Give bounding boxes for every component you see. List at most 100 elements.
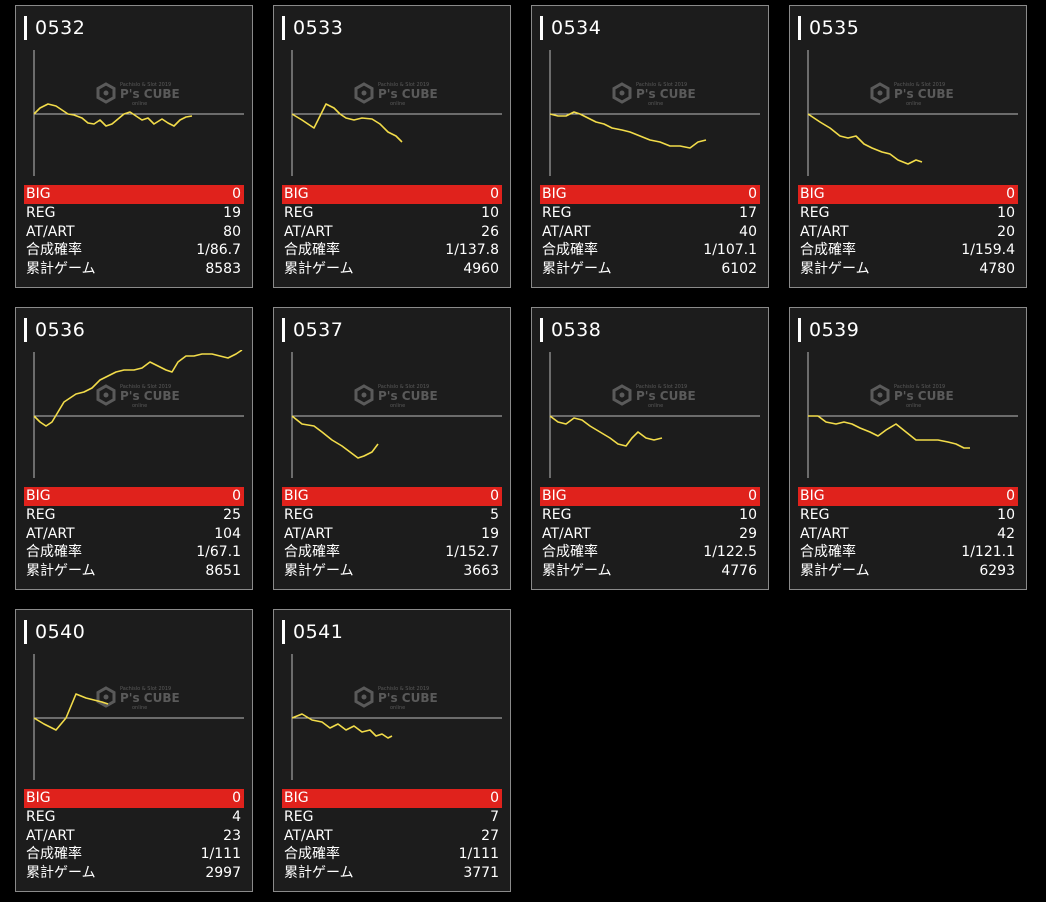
stat-label-reg: REG [284,507,314,523]
stat-label-big: BIG [26,488,51,504]
watermark-bottom: online [132,101,147,107]
stat-value-probability: 1/137.8 [445,242,499,258]
watermark-top: Pachislo & Slot 2019 [636,82,687,88]
stat-row-probability: 合成確率 1/67.1 [24,543,244,562]
cube-icon-core [361,694,367,700]
machine-title: 0537 [282,316,343,344]
machine-card[interactable]: 0532 Pachislo & Slot 2019 P's CUBE online BI… [15,5,253,288]
stat-row-big: BIG 0 [540,185,760,204]
stat-row-reg: REG 10 [282,204,502,223]
machine-number: 0536 [35,319,86,341]
machine-card[interactable]: 0538 Pachislo & Slot 2019 P's CUBE online BI… [531,307,769,590]
stat-value-at-art: 20 [997,223,1015,240]
slump-line [808,415,970,449]
stat-row-big: BIG 0 [24,487,244,506]
stat-label-total-games: 累計ゲーム [542,562,612,579]
stat-value-big: 0 [748,488,757,504]
machine-number: 0535 [809,17,860,39]
stats-table: BIG 0 REG 10 AT/ART 42 合成確率 1/121.1 累計ゲーム 6293 [798,487,1018,580]
machine-card[interactable]: 0541 Pachislo & Slot 2019 P's CUBE online BI… [273,609,511,892]
machine-title: 0533 [282,14,343,42]
watermark-top: Pachislo & Slot 2019 [894,384,945,390]
stat-value-probability: 1/122.5 [703,544,757,560]
stat-label-big: BIG [284,790,309,806]
title-marker [798,16,801,40]
machine-number: 0537 [293,319,344,341]
stat-label-total-games: 累計ゲーム [542,260,612,277]
cube-icon-core [103,694,109,700]
cube-icon-core [103,392,109,398]
watermark-bottom: online [906,403,921,409]
stat-value-big: 0 [232,790,241,806]
watermark-main: P's CUBE [120,87,180,101]
machine-title: 0540 [24,618,85,646]
stat-value-reg: 10 [997,205,1015,221]
slump-line [549,415,663,447]
machine-card[interactable]: 0533 Pachislo & Slot 2019 P's CUBE online BI… [273,5,511,288]
stat-row-total-games: 累計ゲーム 4776 [540,562,760,581]
stat-label-probability: 合成確率 [800,242,856,258]
machine-number: 0532 [35,17,86,39]
cube-icon [612,82,632,104]
stat-label-at-art: AT/ART [800,223,849,240]
machine-card[interactable]: 0539 Pachislo & Slot 2019 P's CUBE online BI… [789,307,1027,590]
stat-value-total-games: 3771 [463,864,499,881]
stat-value-at-art: 80 [223,223,241,240]
watermark-top: Pachislo & Slot 2019 [120,384,171,390]
stat-row-reg: REG 10 [540,506,760,525]
stat-label-big: BIG [26,790,51,806]
stat-row-big: BIG 0 [282,487,502,506]
stat-value-big: 0 [232,488,241,504]
stat-label-total-games: 累計ゲーム [26,864,96,881]
stat-value-at-art: 26 [481,223,499,240]
stat-value-at-art: 104 [214,525,241,542]
machine-card[interactable]: 0540 Pachislo & Slot 2019 P's CUBE online BI… [15,609,253,892]
stat-value-total-games: 2997 [205,864,241,881]
machine-card[interactable]: 0534 Pachislo & Slot 2019 P's CUBE online BI… [531,5,769,288]
stat-row-total-games: 累計ゲーム 4780 [798,260,1018,279]
stat-value-total-games: 4960 [463,260,499,277]
stat-label-probability: 合成確率 [26,242,82,258]
stat-label-reg: REG [542,507,572,523]
stat-value-at-art: 19 [481,525,499,542]
stat-row-big: BIG 0 [540,487,760,506]
slump-line [33,693,109,731]
machine-card[interactable]: 0535 Pachislo & Slot 2019 P's CUBE online BI… [789,5,1027,288]
watermark-bottom: online [132,705,147,711]
stats-table: BIG 0 REG 7 AT/ART 27 合成確率 1/111 累計ゲーム 3771 [282,789,502,882]
stat-label-total-games: 累計ゲーム [800,260,870,277]
stat-value-at-art: 27 [481,827,499,844]
watermark-top: Pachislo & Slot 2019 [120,686,171,692]
machine-card[interactable]: 0537 Pachislo & Slot 2019 P's CUBE online BI… [273,307,511,590]
machine-number: 0540 [35,621,86,643]
watermark-bottom: online [648,403,663,409]
stat-label-at-art: AT/ART [284,223,333,240]
stat-value-big: 0 [490,790,499,806]
stat-label-total-games: 累計ゲーム [284,260,354,277]
machine-number: 0539 [809,319,860,341]
cube-icon [354,384,374,406]
stats-table: BIG 0 REG 4 AT/ART 23 合成確率 1/111 累計ゲーム 2997 [24,789,244,882]
stat-row-total-games: 累計ゲーム 6293 [798,562,1018,581]
stat-row-reg: REG 19 [24,204,244,223]
watermark-bottom: online [390,101,405,107]
machine-card[interactable]: 0536 Pachislo & Slot 2019 P's CUBE online BI… [15,307,253,590]
stat-value-big: 0 [1006,488,1015,504]
stat-value-probability: 1/111 [200,846,241,862]
stat-label-big: BIG [284,488,309,504]
stat-value-big: 0 [748,186,757,202]
watermark-main: P's CUBE [894,389,954,403]
stat-row-reg: REG 4 [24,808,244,827]
stat-label-big: BIG [542,186,567,202]
stat-label-at-art: AT/ART [284,827,333,844]
watermark-main: P's CUBE [378,87,438,101]
